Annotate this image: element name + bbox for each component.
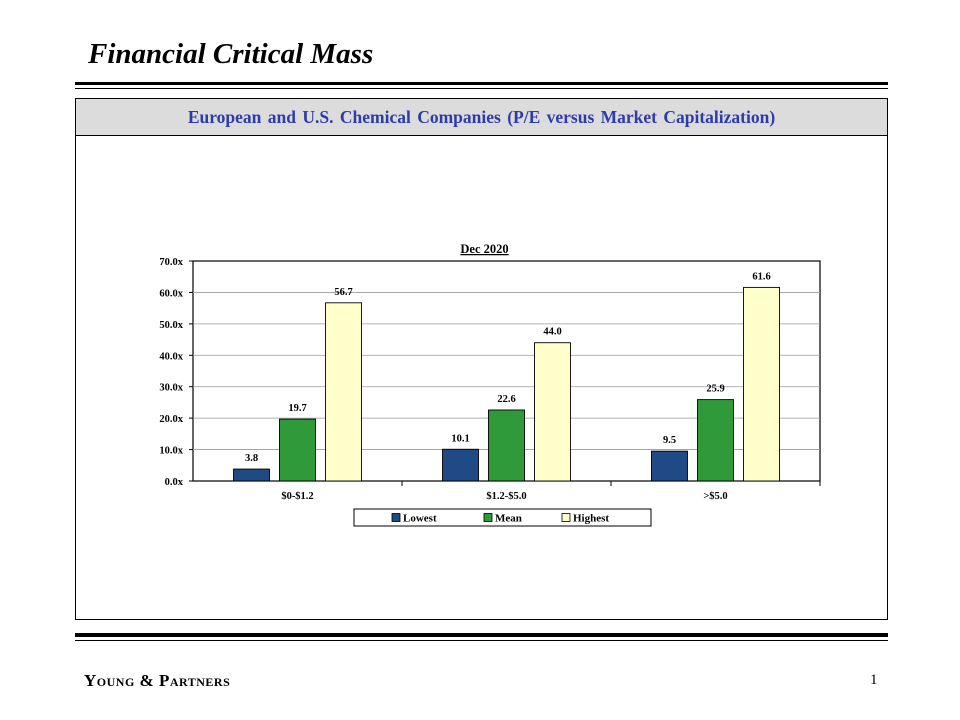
x-tick-label: $0-$1.2 xyxy=(281,491,313,502)
legend-box xyxy=(353,508,652,527)
bar-lowest xyxy=(651,450,688,482)
y-tick-label: 10.0x xyxy=(159,446,183,457)
legend-swatch-mean xyxy=(483,513,493,522)
bar-highest xyxy=(743,286,780,482)
firm-name: Young & Partners xyxy=(84,671,231,690)
y-tick-label: 0.0x xyxy=(165,477,184,488)
y-tick-label: 20.0x xyxy=(159,414,183,425)
data-label: 10.1 xyxy=(451,433,469,444)
data-label: 61.6 xyxy=(752,271,770,282)
legend-label: Highest xyxy=(573,513,609,525)
y-tick-label: 70.0x xyxy=(159,257,183,268)
data-label: 22.6 xyxy=(497,394,515,405)
panel-title: European and U.S. Chemical Companies (P/… xyxy=(76,99,887,136)
bar-mean xyxy=(488,409,525,482)
bar-lowest xyxy=(233,468,270,482)
y-tick-label: 40.0x xyxy=(159,351,183,362)
x-tick-label: >$5.0 xyxy=(703,491,727,502)
bar-mean xyxy=(279,418,316,482)
legend-label: Mean xyxy=(495,513,522,525)
data-label: 44.0 xyxy=(543,327,561,338)
data-label: 25.9 xyxy=(706,384,724,395)
bar-highest xyxy=(325,302,362,482)
y-tick-label: 50.0x xyxy=(159,320,183,331)
bottom-divider-thin xyxy=(75,640,888,641)
bottom-divider xyxy=(75,633,888,637)
top-divider-thin xyxy=(75,88,888,89)
data-label: 3.8 xyxy=(245,453,258,464)
legend-swatch-highest xyxy=(561,513,571,522)
chart-title: Dec 2020 xyxy=(460,242,508,256)
data-label: 19.7 xyxy=(288,403,306,414)
data-label: 9.5 xyxy=(663,435,676,446)
chart-panel: European and U.S. Chemical Companies (P/… xyxy=(75,98,888,620)
x-tick-label: $1.2-$5.0 xyxy=(486,491,526,502)
legend-swatch-lowest xyxy=(391,513,401,522)
top-divider xyxy=(75,82,888,85)
y-tick-label: 60.0x xyxy=(159,288,183,299)
legend-label: Lowest xyxy=(403,513,437,525)
page-number: 1 xyxy=(870,672,878,688)
y-tick-label: 30.0x xyxy=(159,383,183,394)
slide-title: Financial Critical Mass xyxy=(88,38,374,70)
bar-highest xyxy=(534,342,571,482)
bar-mean xyxy=(697,399,734,482)
bar-lowest xyxy=(442,448,479,482)
data-label: 56.7 xyxy=(334,287,352,298)
